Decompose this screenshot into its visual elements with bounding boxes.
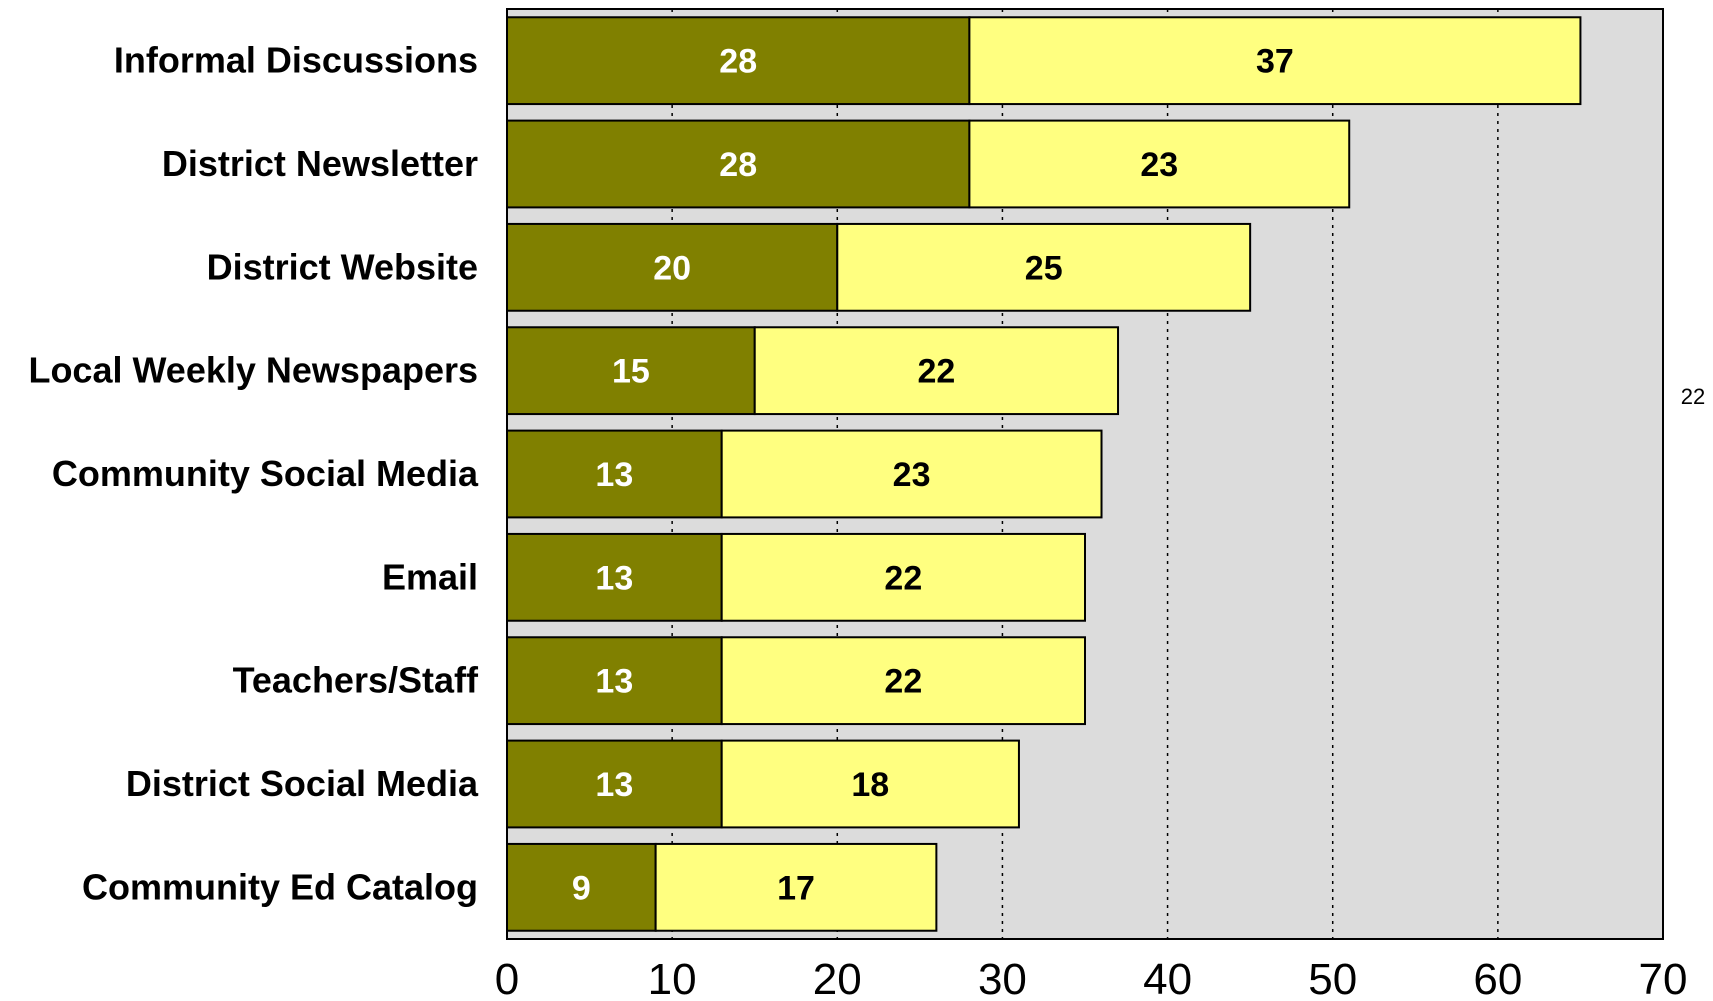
x-tick-label: 60	[1473, 955, 1522, 1001]
bar-segment	[506, 16, 971, 106]
bar-value-label: 25	[1025, 249, 1063, 287]
bar-value-label: 22	[884, 559, 922, 597]
bar-value-label: 13	[595, 559, 633, 597]
bar-segment	[836, 222, 1252, 312]
category-label: District Social Media	[126, 763, 479, 804]
x-tick-label: 10	[648, 955, 697, 1001]
bar-segment	[720, 636, 1087, 726]
x-tick-label: 0	[495, 955, 519, 1001]
category-label: Informal Discussions	[114, 40, 478, 81]
bar-segment	[720, 532, 1087, 622]
category-label: Teachers/Staff	[233, 660, 479, 701]
x-tick-label: 70	[1639, 955, 1688, 1001]
bar-segment	[506, 636, 723, 726]
bar-segment	[506, 842, 657, 932]
bar-value-label: 18	[851, 766, 889, 804]
x-tick-label: 40	[1143, 955, 1192, 1001]
bar-value-label: 13	[595, 456, 633, 494]
x-tick-label: 30	[978, 955, 1027, 1001]
bar-value-label: 23	[893, 456, 931, 494]
category-label: District Newsletter	[162, 143, 478, 184]
side-annotation: 22	[1680, 384, 1706, 409]
category-labels: Informal Discussions District Newsletter D…	[28, 40, 479, 908]
bar-segment	[506, 429, 723, 519]
bar-segment	[654, 842, 938, 932]
x-axis-tick-labels: 0 10 20 30 40 50 60 70	[495, 955, 1688, 1001]
bar-value-label: 15	[612, 353, 650, 391]
bar-segment	[720, 739, 1020, 829]
bar-value-labels: 28 37 28 23 20 25 15 22 13 23 13 22 13 22 13 18 9 17	[572, 43, 1294, 908]
bar-value-label: 9	[572, 869, 591, 907]
x-tick-label: 50	[1308, 955, 1357, 1001]
bar-value-label: 13	[595, 663, 633, 701]
category-label: Local Weekly Newspapers	[28, 350, 478, 391]
bar-segment	[968, 119, 1351, 209]
bar-value-label: 37	[1256, 43, 1294, 81]
bar-segment	[753, 326, 1120, 416]
bar-segment	[506, 532, 723, 622]
bar-value-label: 13	[595, 766, 633, 804]
bar-value-label: 28	[719, 43, 757, 81]
bar-segment	[720, 429, 1103, 519]
bars	[506, 16, 1582, 932]
category-label: Email	[382, 556, 478, 597]
category-label: District Website	[207, 246, 478, 287]
category-label: Community Ed Catalog	[82, 866, 478, 907]
bar-value-label: 23	[1140, 146, 1178, 184]
category-label: Community Social Media	[52, 453, 479, 494]
bar-value-label: 22	[884, 663, 922, 701]
bar-value-label: 28	[719, 146, 757, 184]
bar-value-label: 20	[653, 249, 691, 287]
bar-value-label: 22	[917, 353, 955, 391]
bar-segment	[968, 16, 1582, 106]
bar-value-label: 17	[777, 869, 815, 907]
x-tick-label: 20	[813, 955, 862, 1001]
